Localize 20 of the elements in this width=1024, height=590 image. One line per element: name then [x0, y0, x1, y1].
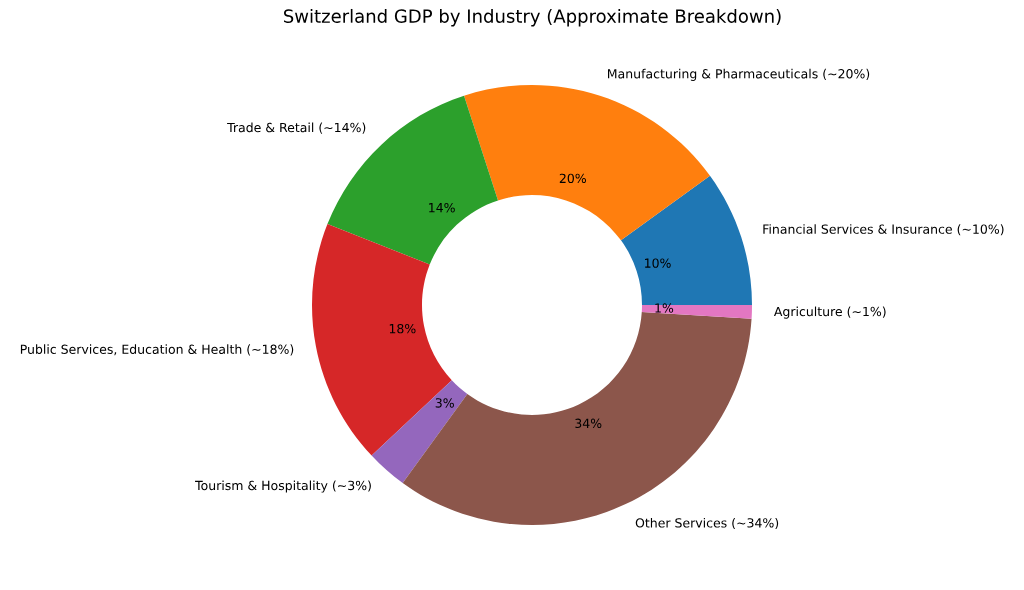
data-label: 18%	[389, 323, 416, 334]
donut-slice	[312, 224, 452, 456]
slice-label: Other Services (~34%)	[635, 517, 779, 530]
data-label: 3%	[435, 398, 454, 408]
slice-label: Financial Services & Insurance (~10%)	[763, 224, 1004, 236]
slice-label: Manufacturing & Pharmaceuticals (~20%)	[608, 68, 870, 81]
slice-label: Tourism & Hospitality (~3%)	[195, 480, 371, 493]
data-label: 34%	[575, 418, 602, 429]
slice-label: Trade & Retail (~14%)	[227, 122, 366, 134]
chart-title: Switzerland GDP by Industry (Approximate Breakdown)	[283, 8, 781, 27]
donut-slice	[641, 305, 752, 319]
data-label: 10%	[645, 258, 671, 268]
data-label: 14%	[429, 202, 455, 213]
slice-label: Agriculture (~1%)	[773, 306, 886, 319]
donut-slice	[371, 380, 468, 483]
donut-slice	[620, 175, 752, 305]
data-label: 20%	[559, 173, 586, 184]
slice-label: Public Services, Education & Health (~18%)	[20, 344, 294, 356]
donut-slice	[464, 85, 710, 241]
data-label: 1%	[655, 303, 674, 313]
